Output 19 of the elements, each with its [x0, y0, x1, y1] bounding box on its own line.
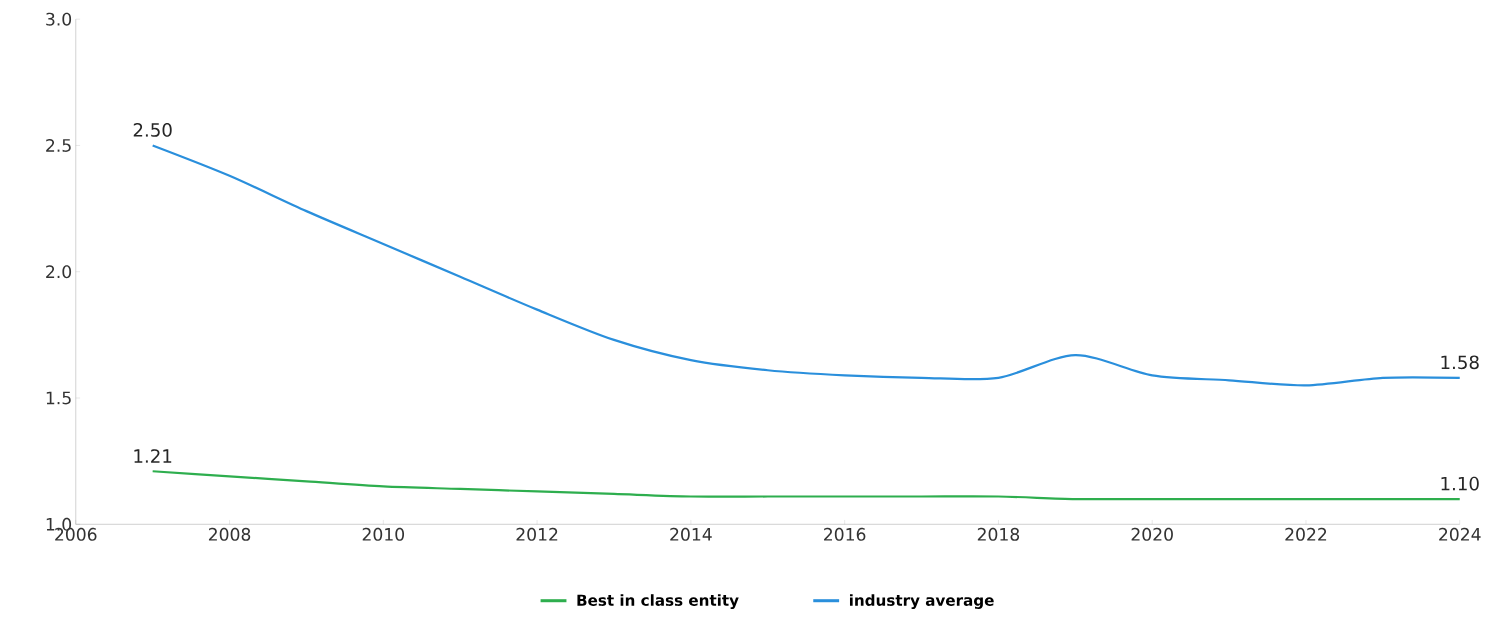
y-tick-label: 2.5 [46, 138, 71, 152]
x-tick-label: 2018 [977, 527, 1020, 541]
data-label: 1.58 [1441, 355, 1479, 370]
data-label: 1.21 [134, 448, 172, 463]
x-tick-label: 2016 [824, 527, 866, 541]
y-tick-label: 3.0 [46, 12, 72, 26]
x-tick-label: 2012 [516, 527, 558, 541]
x-tick-label: 2020 [1131, 527, 1173, 541]
y-tick-label: 2.0 [46, 265, 72, 279]
x-tick-label: 2008 [208, 527, 251, 541]
data-label: 2.50 [133, 122, 172, 137]
x-tick-label: 2024 [1439, 527, 1481, 541]
legend-label: Best in class entity [577, 594, 739, 609]
x-tick-label: 2014 [670, 527, 712, 541]
x-tick-label: 2010 [362, 527, 405, 541]
y-tick-label: 1.5 [46, 391, 71, 405]
x-tick-label: 2022 [1285, 527, 1327, 541]
legend-label: industry average [849, 594, 994, 609]
data-label: 1.10 [1441, 476, 1479, 491]
